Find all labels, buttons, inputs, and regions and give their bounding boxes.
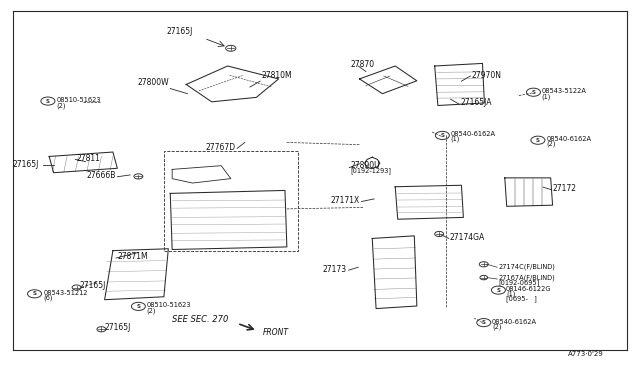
- Text: [0192-0695]: [0192-0695]: [499, 279, 540, 286]
- Text: S: S: [46, 99, 50, 103]
- Text: 27666B: 27666B: [86, 171, 116, 180]
- Text: 08543-5122A: 08543-5122A: [541, 88, 587, 94]
- Text: 08540-6162A: 08540-6162A: [451, 131, 495, 137]
- Text: 27174C(F/BLIND): 27174C(F/BLIND): [499, 264, 556, 270]
- Text: (2): (2): [492, 323, 502, 330]
- Text: FRONT: FRONT: [262, 328, 289, 337]
- Text: SEE SEC. 270: SEE SEC. 270: [172, 315, 228, 324]
- Text: S: S: [536, 138, 540, 143]
- Text: (1): (1): [541, 93, 551, 100]
- Text: 27165JA: 27165JA: [460, 99, 492, 108]
- Text: 08540-6162A: 08540-6162A: [492, 318, 537, 324]
- Text: 27165J: 27165J: [79, 281, 106, 290]
- Text: 27172: 27172: [552, 185, 577, 193]
- Text: [0192-1293]: [0192-1293]: [351, 167, 392, 174]
- Text: 27811: 27811: [77, 154, 100, 163]
- Text: 27890U: 27890U: [351, 161, 380, 170]
- Text: 27174GA: 27174GA: [450, 233, 485, 242]
- Text: 27173: 27173: [323, 264, 347, 273]
- Text: 27167A(F/BLIND): 27167A(F/BLIND): [499, 274, 555, 281]
- Text: 27810M: 27810M: [261, 71, 292, 80]
- Text: 27871M: 27871M: [117, 252, 148, 262]
- Text: 08540-6162A: 08540-6162A: [546, 136, 591, 142]
- Text: S: S: [497, 288, 500, 293]
- Text: S: S: [531, 90, 536, 95]
- Text: S: S: [482, 320, 486, 325]
- Text: (6): (6): [44, 295, 53, 301]
- Text: 27165J: 27165J: [166, 28, 193, 36]
- Text: 08543-51212: 08543-51212: [44, 290, 88, 296]
- Text: 27767D: 27767D: [206, 143, 236, 152]
- Text: (1): (1): [506, 291, 515, 297]
- Text: 27970N: 27970N: [472, 71, 502, 80]
- Text: 27165J: 27165J: [104, 323, 131, 331]
- Text: 27171X: 27171X: [330, 196, 360, 205]
- Text: (2): (2): [546, 141, 556, 147]
- Text: S: S: [440, 133, 444, 138]
- Text: (1): (1): [451, 136, 460, 142]
- Text: 27165J: 27165J: [13, 160, 39, 169]
- Text: A773⋅0'29: A773⋅0'29: [568, 350, 604, 357]
- Text: S: S: [33, 291, 36, 296]
- Text: (2): (2): [57, 102, 67, 109]
- Text: [0695-   ]: [0695- ]: [506, 295, 537, 302]
- Text: 27800W: 27800W: [137, 78, 169, 87]
- Text: 27870: 27870: [351, 60, 374, 70]
- Text: S: S: [136, 304, 140, 309]
- Text: (2): (2): [147, 307, 156, 314]
- Text: 08510-51623: 08510-51623: [57, 97, 101, 103]
- Text: 08510-51623: 08510-51623: [147, 302, 191, 308]
- Text: 08146-6122G: 08146-6122G: [506, 286, 552, 292]
- Bar: [164, 151, 298, 251]
